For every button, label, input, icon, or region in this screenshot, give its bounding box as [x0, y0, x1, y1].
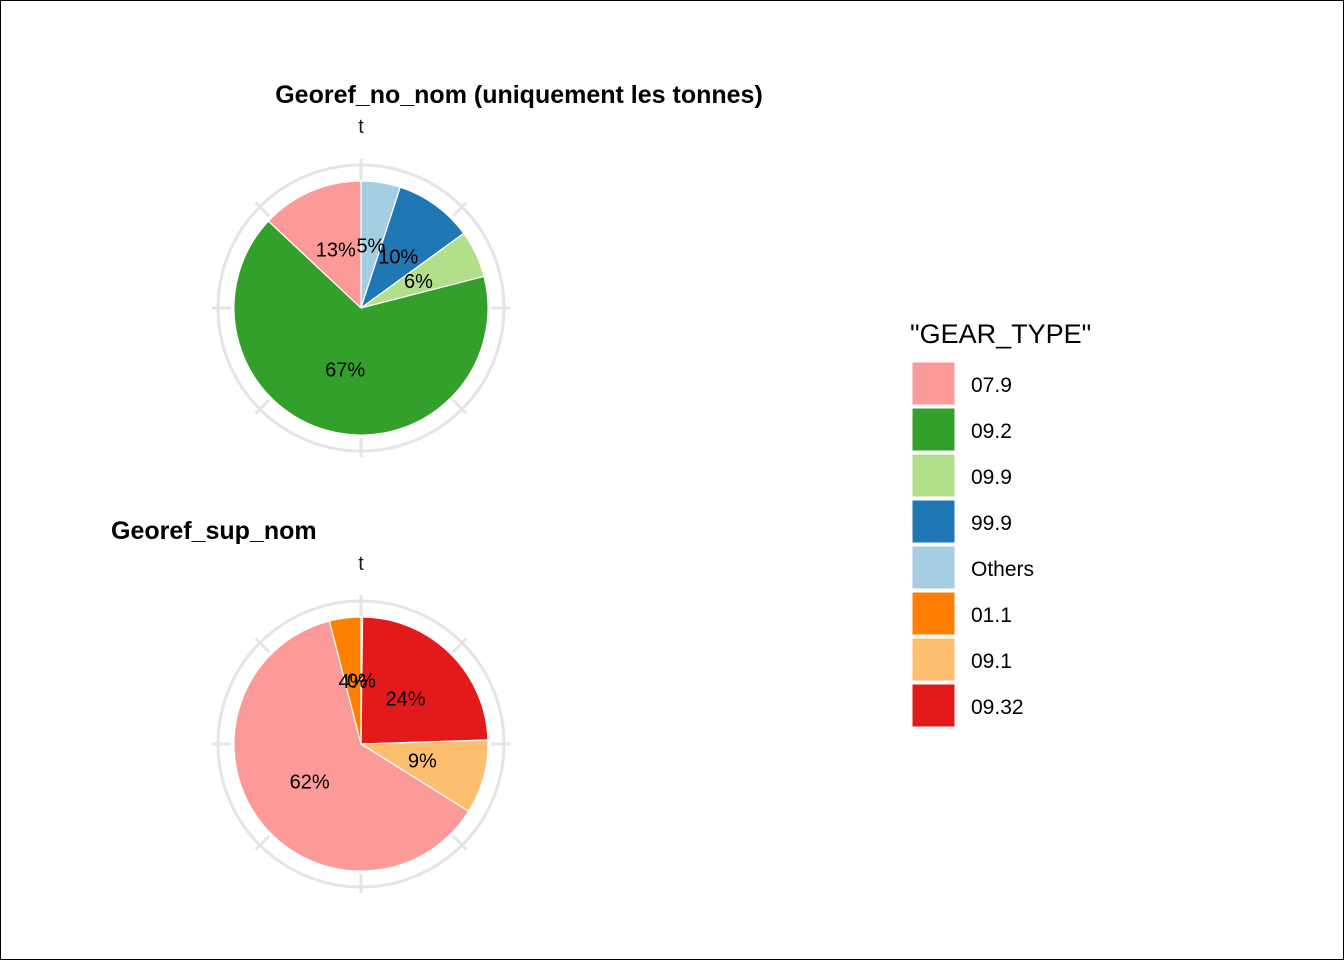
pie1-slice-label-09-9: 6%: [404, 271, 433, 293]
legend-label-09-32: 09.32: [971, 696, 1024, 719]
pie2-grid-tick: [451, 834, 468, 851]
pie2-grid-tick: [451, 637, 468, 654]
legend-swatch-09-2: [911, 407, 956, 452]
legend-label-99-9: 99.9: [971, 512, 1012, 535]
pie2-title: Georef_sup_nom: [111, 517, 317, 545]
pie1-grid-tick: [451, 201, 468, 218]
legend-swatch-09-1: [911, 637, 956, 682]
legend: "GEAR_TYPE" 07.9 09.2 09.9 99.9 Others 01.1 09…: [910, 319, 1091, 728]
pie2-slice-label-01-1: 4%: [339, 671, 368, 693]
legend-title: "GEAR_TYPE": [910, 319, 1091, 349]
pie1-slice-99-9: [359, 186, 465, 310]
pie1-title: Georef_no_nom (uniquement les tonnes): [275, 81, 763, 109]
pie1-slice-label-07-9: 13%: [316, 240, 356, 262]
legend-swatch-07-9: [911, 361, 956, 406]
pie1-slice-09-2: [233, 220, 489, 436]
pie1-slice-label-99-9: 10%: [378, 247, 418, 269]
pie2-grid-tick: [254, 834, 271, 851]
pie1-grid-tick: [254, 398, 271, 415]
legend-label-01-1: 01.1: [971, 604, 1012, 627]
pie1-grid-tick: [254, 201, 271, 218]
pie1-slice-07-9: [267, 180, 362, 310]
legend-label-07-9: 07.9: [971, 374, 1012, 397]
legend-label-09-2: 09.2: [971, 420, 1012, 443]
pie2-slice-label-others: 0%: [347, 671, 376, 693]
pie2-slice-07-9: [233, 620, 470, 872]
pie2-slice-09-32: [360, 616, 489, 745]
legend-items: 07.9 09.2 09.9 99.9 Others 01.1 09.1 09.32: [911, 361, 1034, 728]
pie1-plot: 5%10%6% 67% 13%: [212, 159, 510, 457]
pie1-axis-label: t: [358, 116, 364, 138]
pie1-slice-label-others: 5%: [356, 235, 385, 257]
pie2-slice-label-07-9: 62%: [290, 772, 330, 794]
pie1-slice-label-09-2: 67%: [325, 360, 365, 382]
legend-swatch-09-32: [911, 683, 956, 728]
pie2-slice-label-09-32: 24%: [385, 689, 425, 711]
legend-label-others: Others: [971, 558, 1034, 581]
pie1-grid-tick: [451, 398, 468, 415]
pie2-grid-tick: [254, 637, 271, 654]
legend-swatch-99-9: [911, 499, 956, 544]
legend-label-09-9: 09.9: [971, 466, 1012, 489]
pie2-plot: 0% 24% 9% 62% 4%: [212, 595, 510, 893]
pie2-axis-label: t: [358, 553, 364, 575]
legend-swatch-01-1: [911, 591, 956, 636]
legend-swatch-others: [911, 545, 956, 590]
pie2-slice-01-1: [328, 616, 362, 745]
legend-swatch-09-9: [911, 453, 956, 498]
legend-label-09-1: 09.1: [971, 650, 1012, 673]
pie2-slice-label-09-1: 9%: [408, 751, 437, 773]
